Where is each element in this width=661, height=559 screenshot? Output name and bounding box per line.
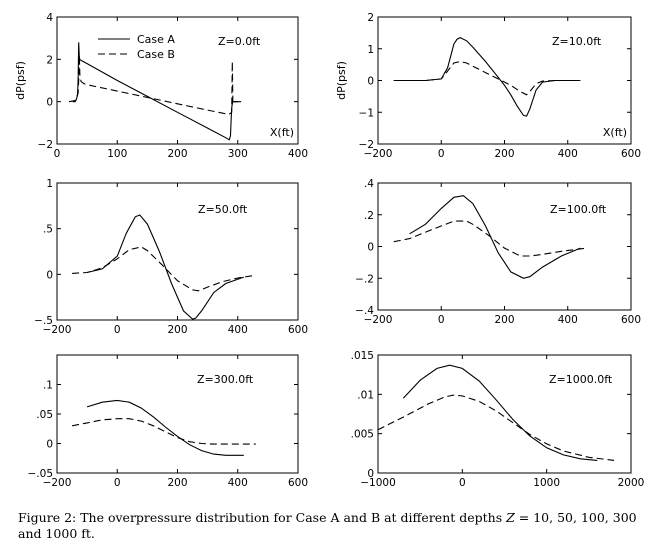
- x-tick-label: 0: [459, 477, 466, 489]
- x-tick-label: 0: [114, 477, 121, 489]
- y-tick-label: 0: [46, 269, 53, 281]
- x-tick-label: 100: [107, 148, 127, 160]
- x-tick-label: 2000: [618, 477, 645, 489]
- y-tick-label: 0: [46, 439, 53, 451]
- panel-5: −200 0 200 400 600 −.05 0 .05 .1 Z=300.0ft: [28, 354, 308, 489]
- y-tick-label: .005: [351, 429, 374, 441]
- y-tick-label: 4: [46, 12, 53, 24]
- x-tick-label: 0: [114, 324, 121, 336]
- figure-2-chart-grid: 0 100 200 300 400−2024Z=0.0ftdP(psf)X(ft)−20…: [14, 12, 645, 489]
- y-tick-label: 1: [367, 44, 374, 56]
- legend-label-case-b: Case B: [137, 48, 175, 61]
- x-tick-label: −200: [364, 314, 393, 326]
- series-line-case-b: [378, 394, 615, 461]
- y-tick-label: 0: [367, 242, 374, 254]
- panel-4: −200 0 200 400 600 −.4 −.2 0 .2 .4 Z=100.0ft: [355, 178, 641, 326]
- y-tick-label: 2: [46, 54, 53, 66]
- plot-frame: [56, 182, 299, 321]
- y-tick-label: −.4: [355, 305, 374, 317]
- x-tick-label: −200: [364, 148, 393, 160]
- plot-frame: [56, 354, 299, 474]
- legend: Case A Case B: [98, 33, 175, 61]
- y-tick-label: −2: [359, 139, 374, 151]
- y-tick-label: .1: [43, 380, 53, 392]
- y-axis-label: dP(psf): [14, 61, 27, 100]
- y-axis-label: dP(psf): [335, 61, 348, 100]
- y-tick-label: .4: [364, 178, 374, 190]
- caption-suffix: = 10, 50, 100, 300 and 1000 ft.: [18, 510, 637, 541]
- x-tick-label: 200: [494, 148, 514, 160]
- x-tick-label: 400: [288, 148, 308, 160]
- x-tick-label: 400: [558, 148, 578, 160]
- y-tick-label: −.2: [355, 273, 374, 285]
- x-tick-label: 600: [621, 148, 641, 160]
- x-tick-label: 600: [288, 477, 308, 489]
- x-tick-label: 600: [621, 314, 641, 326]
- y-tick-label: 0: [46, 97, 53, 109]
- legend-label-case-a: Case A: [137, 33, 175, 46]
- series-line-case-a: [72, 42, 238, 141]
- x-tick-label: 0: [438, 148, 445, 160]
- y-tick-label: −2: [38, 139, 53, 151]
- plot-frame: [377, 354, 632, 474]
- x-axis-label: X(ft): [603, 126, 627, 139]
- depth-annotation: Z=50.0ft: [198, 203, 248, 216]
- x-axis-label: X(ft): [270, 126, 294, 139]
- caption-z-symbol: Z: [506, 510, 515, 525]
- x-tick-label: 0: [54, 148, 61, 160]
- x-tick-label: −200: [43, 477, 72, 489]
- series-line-case-a: [409, 195, 581, 279]
- x-tick-label: 400: [228, 477, 248, 489]
- y-tick-label: −.5: [34, 315, 53, 327]
- series-line-case-b: [68, 55, 244, 115]
- y-tick-label: 2: [367, 12, 374, 24]
- plot-frame: [56, 16, 299, 145]
- series-line-case-a: [86, 214, 244, 320]
- figure-caption: Figure 2: The overpressure distribution …: [18, 510, 648, 542]
- x-tick-label: 600: [288, 324, 308, 336]
- y-tick-label: .5: [43, 224, 53, 236]
- series-line-case-a: [393, 36, 581, 117]
- depth-annotation: Z=0.0ft: [218, 35, 261, 48]
- series-line-case-b: [72, 246, 256, 292]
- depth-annotation: Z=1000.0ft: [549, 373, 613, 386]
- x-tick-label: −200: [43, 324, 72, 336]
- y-tick-label: 0: [367, 468, 374, 480]
- series-line-case-b: [393, 220, 587, 257]
- y-tick-label: 1: [46, 178, 53, 190]
- x-tick-label: 200: [167, 324, 187, 336]
- series-line-case-b: [393, 60, 581, 96]
- x-tick-label: 0: [438, 314, 445, 326]
- x-tick-label: −1000: [360, 477, 396, 489]
- caption-prefix: Figure 2: The overpressure distribution …: [18, 510, 507, 525]
- y-tick-label: −.05: [28, 468, 54, 480]
- y-tick-label: .01: [357, 389, 374, 401]
- depth-annotation: Z=100.0ft: [550, 203, 607, 216]
- y-tick-label: 0: [367, 76, 374, 88]
- series-line-case-a: [86, 399, 244, 456]
- series-line-case-b: [71, 418, 256, 445]
- x-tick-label: 200: [494, 314, 514, 326]
- panel-2: −200 0 200 400 600 −2 −1 0 1 2 Z=10.0ft dP(psf) X(ft…: [335, 12, 641, 160]
- y-tick-label: −1: [359, 107, 374, 119]
- y-tick-label: .2: [364, 210, 374, 222]
- y-tick-label: .05: [36, 409, 53, 421]
- x-tick-label: 300: [228, 148, 248, 160]
- x-tick-label: 400: [228, 324, 248, 336]
- x-tick-label: 1000: [533, 477, 560, 489]
- x-tick-label: 400: [558, 314, 578, 326]
- depth-annotation: Z=300.0ft: [197, 373, 254, 386]
- series-line-case-a: [402, 364, 598, 461]
- y-tick-label: .015: [351, 350, 374, 362]
- x-tick-label: 200: [167, 477, 187, 489]
- panel-3: −200 0 200 400 600 −.5 0 .5 1 Z=50.0ft: [34, 178, 308, 336]
- depth-annotation: Z=10.0ft: [552, 35, 602, 48]
- x-tick-label: 200: [167, 148, 187, 160]
